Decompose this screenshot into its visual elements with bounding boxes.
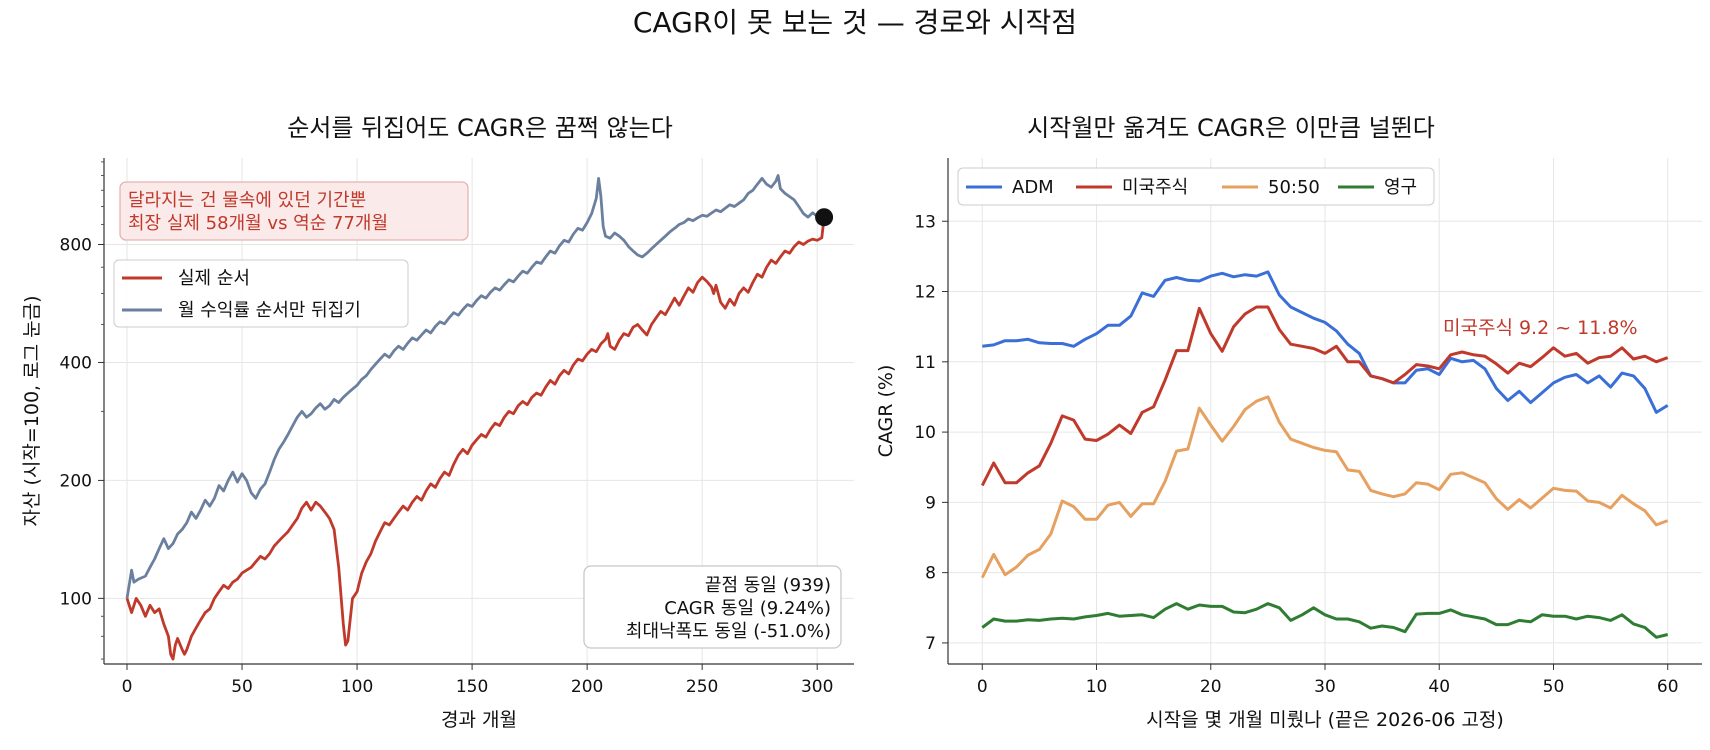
- left-endpoint-marker: [815, 208, 834, 227]
- right-legend-label-adm: ADM: [1012, 177, 1054, 198]
- right-series-us-stock-line: [980, 305, 1669, 487]
- right-x-tick-label: 40: [1428, 677, 1450, 697]
- right-series-adm-line: [982, 270, 1669, 414]
- right-series-5050-line: [980, 395, 1669, 579]
- left-legend: 실제 순서 월 수익률 순서만 뒤집기: [113, 259, 409, 328]
- left-x-tick-label: 200: [571, 677, 603, 697]
- right-x-ticks: 0 10 20 30 40 50 60: [977, 664, 1679, 697]
- right-x-tick-label: 50: [1543, 677, 1565, 697]
- left-y-tick-label: 200: [60, 471, 92, 491]
- left-chart: 순서를 뒤집어도 CAGR은 꿈쩍 않는다 0 50 100 150 200 250 300…: [21, 114, 854, 731]
- left-annotation-bottom-box: [583, 565, 842, 649]
- left-chart-title: 순서를 뒤집어도 CAGR은 꿈쩍 않는다: [287, 114, 673, 142]
- left-y-ticks: 100 200 400 800: [60, 161, 104, 660]
- right-chart: 시작월만 옮겨도 CAGR은 이만큼 널뛴다 0 10 20 30 40 50 60 7 8 9…: [875, 114, 1702, 731]
- right-legend-label-permanent: 영구: [1384, 177, 1417, 198]
- right-x-axis-label: 시작을 몇 개월 미뤘나 (끝은 2026-06 고정): [1146, 709, 1504, 731]
- left-x-tick-label: 150: [456, 677, 488, 697]
- right-annotation: 미국주식 9.2 ~ 11.8%: [1443, 317, 1638, 339]
- right-x-tick-label: 10: [1086, 677, 1108, 697]
- left-y-tick-label: 800: [60, 236, 92, 256]
- figure-suptitle: CAGR이 못 보는 것 — 경로와 시작점: [633, 6, 1077, 39]
- right-legend-box: [957, 167, 1435, 206]
- left-annotation-top: 달라지는 건 물속에 있던 기간뿐 최장 실제 58개월 vs 역순 77개월: [119, 181, 469, 241]
- left-x-tick-label: 300: [801, 677, 833, 697]
- left-lines: [125, 174, 834, 661]
- right-y-tick-label: 9: [925, 493, 936, 513]
- left-grid: [104, 158, 854, 664]
- left-annotation-bottom-line2: CAGR 동일 (9.24%): [664, 598, 831, 619]
- right-legend-label-5050: 50:50: [1268, 177, 1320, 198]
- right-y-tick-label: 8: [925, 564, 936, 584]
- left-annotation-bottom-line3: 최대낙폭도 동일 (-51.0%): [626, 621, 831, 642]
- left-legend-box: [113, 259, 409, 328]
- right-x-tick-label: 0: [977, 677, 988, 697]
- left-x-ticks: 0 50 100 150 200 250 300: [122, 664, 833, 697]
- left-x-tick-label: 250: [686, 677, 718, 697]
- left-annotation-bottom-line1: 끝점 동일 (939): [705, 575, 831, 596]
- right-x-tick-label: 60: [1657, 677, 1679, 697]
- left-legend-label-reversed: 월 수익률 순서만 뒤집기: [178, 300, 361, 321]
- right-chart-title: 시작월만 옮겨도 CAGR은 이만큼 널뛴다: [1027, 114, 1435, 142]
- left-legend-label-actual: 실제 순서: [178, 268, 250, 289]
- right-y-tick-label: 13: [914, 212, 936, 232]
- left-x-tick-label: 100: [341, 677, 373, 697]
- left-x-tick-label: 0: [122, 677, 133, 697]
- right-grid: [948, 158, 1702, 664]
- left-series-actual-line: [125, 217, 826, 661]
- right-y-tick-label: 11: [914, 353, 936, 373]
- left-annotation-top-line1: 달라지는 건 물속에 있던 기간뿐: [128, 190, 366, 211]
- left-annotation-top-box: [119, 181, 469, 241]
- left-y-tick-label: 100: [60, 589, 92, 609]
- left-y-tick-label: 400: [60, 353, 92, 373]
- left-annotation-bottom: 끝점 동일 (939) CAGR 동일 (9.24%) 최대낙폭도 동일 (-5…: [583, 565, 842, 649]
- right-x-tick-label: 20: [1200, 677, 1222, 697]
- right-series-permanent-line: [981, 602, 1669, 639]
- left-series-reversed-line: [125, 174, 823, 599]
- left-x-tick-label: 50: [231, 677, 253, 697]
- right-y-axis-label: CAGR (%): [875, 365, 897, 458]
- left-x-axis-label: 경과 개월: [441, 709, 517, 731]
- right-legend-label-us: 미국주식: [1122, 177, 1188, 198]
- right-x-tick-label: 30: [1314, 677, 1336, 697]
- right-y-tick-label: 12: [914, 283, 936, 303]
- right-lines: [980, 270, 1669, 639]
- left-y-axis-label: 자산 (시작=100, 로그 눈금): [21, 295, 43, 526]
- right-y-ticks: 7 8 9 10 11 12 13: [914, 212, 948, 654]
- right-y-tick-label: 10: [914, 423, 936, 443]
- right-y-tick-label: 7: [925, 634, 936, 654]
- left-annotation-top-line2: 최장 실제 58개월 vs 역순 77개월: [128, 213, 388, 234]
- right-legend: ADM 미국주식 50:50 영구: [957, 167, 1435, 206]
